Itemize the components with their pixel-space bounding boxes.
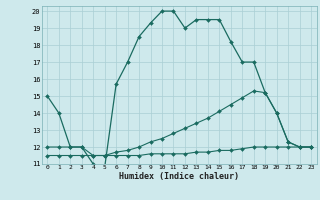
X-axis label: Humidex (Indice chaleur): Humidex (Indice chaleur) [119, 172, 239, 181]
